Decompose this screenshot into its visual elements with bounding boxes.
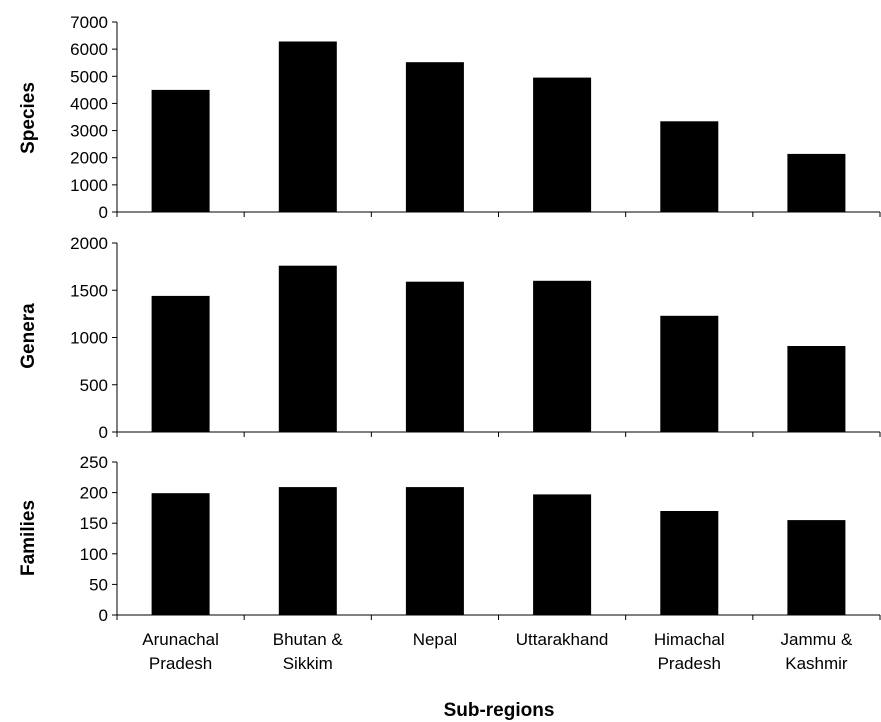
y-axis-title-families: Families bbox=[18, 500, 39, 576]
y-tick-label: 0 bbox=[99, 423, 108, 442]
bar-species-4 bbox=[660, 121, 719, 212]
category-label-3: Uttarakhand bbox=[516, 630, 609, 649]
bar-species-2 bbox=[405, 62, 464, 213]
y-tick-label: 200 bbox=[80, 484, 108, 503]
y-tick-label: 1000 bbox=[70, 329, 108, 348]
panel-families: 0 50 100 150 200 250 Families bbox=[18, 453, 881, 625]
y-tick-label: 5000 bbox=[70, 67, 108, 86]
category-label-line: Himachal bbox=[654, 630, 725, 649]
bar-families-2 bbox=[405, 487, 464, 615]
bar-families-5 bbox=[787, 520, 846, 615]
bar-species-1 bbox=[278, 41, 337, 212]
y-tick-label: 0 bbox=[99, 606, 108, 625]
category-label-line: Uttarakhand bbox=[516, 630, 609, 649]
y-tick-label: 50 bbox=[89, 575, 108, 594]
bar-families-4 bbox=[660, 511, 719, 615]
category-label-line: Nepal bbox=[413, 630, 457, 649]
bar-species-3 bbox=[533, 77, 592, 212]
y-axis-title-species: Species bbox=[18, 82, 39, 154]
bar-species-5 bbox=[787, 153, 846, 212]
bar-genera-3 bbox=[533, 280, 592, 432]
category-label-line: Jammu & bbox=[781, 630, 853, 649]
category-label-1: Bhutan & Sikkim bbox=[273, 630, 344, 673]
category-label-line: Pradesh bbox=[658, 654, 721, 673]
y-tick-label: 500 bbox=[80, 376, 108, 395]
y-tick-label: 6000 bbox=[70, 40, 108, 59]
category-label-line: Bhutan & bbox=[273, 630, 344, 649]
panel-species: 0 1000 2000 3000 4000 5000 6000 7000 Species bbox=[18, 13, 881, 222]
y-tick-label: 4000 bbox=[70, 94, 108, 113]
y-tick-label: 100 bbox=[80, 545, 108, 564]
y-tick-label: 1500 bbox=[70, 281, 108, 300]
category-label-line: Pradesh bbox=[149, 654, 212, 673]
category-label-0: Arunachal Pradesh bbox=[142, 630, 219, 673]
bar-genera-0 bbox=[151, 295, 210, 432]
bar-genera-1 bbox=[278, 265, 337, 432]
bar-families-1 bbox=[278, 487, 337, 615]
category-label-line: Arunachal bbox=[142, 630, 219, 649]
bar-genera-4 bbox=[660, 315, 719, 432]
y-tick-label: 0 bbox=[99, 203, 108, 222]
category-label-line: Sikkim bbox=[283, 654, 333, 673]
panels-layer: 01000200030004000500060007000Species0500… bbox=[18, 13, 881, 625]
category-label-2: Nepal bbox=[413, 630, 457, 649]
x-axis-title: Sub-regions bbox=[444, 700, 555, 721]
y-tick-label: 3000 bbox=[70, 122, 108, 141]
category-label-line: Kashmir bbox=[785, 654, 848, 673]
category-labels: Arunachal Pradesh Bhutan & Sikkim Nepal Uttar… bbox=[142, 630, 853, 673]
bar-species-0 bbox=[151, 89, 210, 212]
bar-families-3 bbox=[533, 494, 592, 615]
y-tick-label: 150 bbox=[80, 514, 108, 533]
y-tick-label: 2000 bbox=[70, 149, 108, 168]
bar-families-0 bbox=[151, 493, 210, 615]
bar-genera-5 bbox=[787, 346, 846, 432]
y-tick-label: 2000 bbox=[70, 234, 108, 253]
y-axis-title-genera: Genera bbox=[18, 303, 39, 369]
panel-genera: 0 500 1000 1500 2000 Genera bbox=[18, 234, 881, 442]
category-label-4: Himachal Pradesh bbox=[654, 630, 725, 673]
y-tick-label: 1000 bbox=[70, 176, 108, 195]
category-label-5: Jammu & Kashmir bbox=[781, 630, 853, 673]
bar-genera-2 bbox=[405, 281, 464, 432]
y-tick-label: 250 bbox=[80, 453, 108, 472]
y-tick-label: 7000 bbox=[70, 13, 108, 32]
